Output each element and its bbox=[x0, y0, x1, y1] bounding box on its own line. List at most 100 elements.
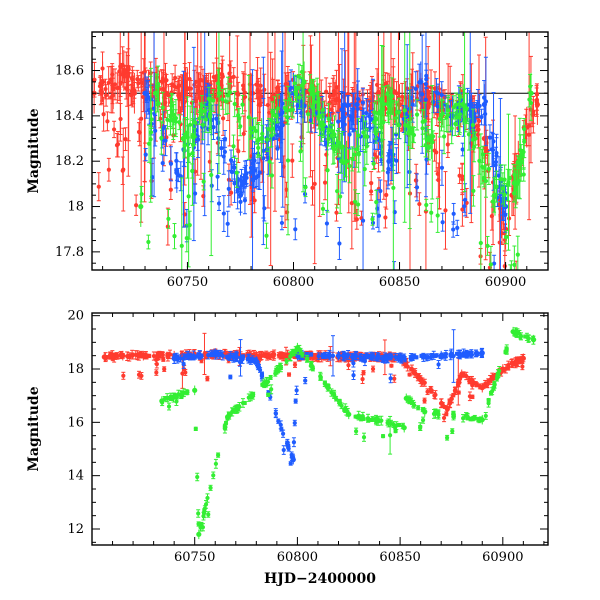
data-point bbox=[303, 185, 308, 190]
data-point bbox=[293, 92, 299, 97]
data-point bbox=[446, 108, 451, 113]
data-point bbox=[349, 201, 354, 206]
data-point bbox=[475, 123, 481, 129]
data-point bbox=[189, 100, 195, 105]
y-axis-label: Magnitude bbox=[26, 108, 42, 193]
data-point bbox=[99, 89, 104, 94]
data-point bbox=[309, 84, 314, 89]
bottom-panel: 60750 60800 60850 609001214161820MagnitudeH… bbox=[26, 309, 549, 587]
data-point bbox=[166, 216, 171, 221]
data-point bbox=[275, 106, 280, 111]
data-point bbox=[115, 85, 120, 91]
data-point bbox=[170, 82, 175, 87]
data-point bbox=[184, 236, 189, 241]
data-point bbox=[222, 136, 228, 142]
data-point bbox=[394, 158, 399, 163]
data-point bbox=[272, 113, 277, 118]
data-point bbox=[460, 147, 465, 152]
data-point bbox=[193, 79, 199, 85]
x-tick-label: 60850 bbox=[379, 275, 420, 290]
data-point bbox=[494, 150, 499, 156]
data-point bbox=[490, 147, 496, 153]
data-point bbox=[372, 119, 377, 125]
data-point bbox=[236, 113, 241, 118]
data-point bbox=[287, 97, 292, 102]
data-point bbox=[522, 139, 527, 144]
data-point bbox=[187, 76, 192, 82]
data-point bbox=[236, 149, 241, 154]
data-point bbox=[146, 239, 151, 245]
x-tick-label: 60750 bbox=[167, 275, 208, 290]
data-point bbox=[470, 122, 476, 128]
data-point bbox=[347, 163, 352, 169]
data-point bbox=[269, 173, 275, 178]
data-point bbox=[325, 168, 330, 173]
data-point bbox=[355, 202, 361, 207]
data-point bbox=[365, 134, 370, 139]
data-point bbox=[502, 192, 507, 197]
series-red bbox=[92, 32, 540, 270]
data-point bbox=[477, 158, 482, 164]
data-point bbox=[406, 131, 411, 136]
data-point bbox=[316, 102, 321, 108]
data-point bbox=[236, 92, 241, 97]
data-point bbox=[275, 146, 280, 151]
data-point bbox=[376, 213, 382, 218]
data-point bbox=[528, 84, 533, 89]
data-point bbox=[347, 132, 352, 137]
data-point bbox=[160, 105, 165, 110]
series-green bbox=[138, 32, 534, 270]
data-point bbox=[270, 109, 275, 115]
data-point bbox=[364, 144, 369, 149]
data-point bbox=[424, 157, 429, 162]
data-point bbox=[424, 202, 429, 208]
data-point bbox=[143, 152, 148, 157]
data-point bbox=[420, 119, 425, 124]
data-point bbox=[279, 220, 285, 226]
data-point bbox=[264, 233, 269, 238]
data-point bbox=[455, 115, 460, 120]
data-point bbox=[241, 87, 246, 92]
data-point bbox=[108, 77, 114, 82]
data-point bbox=[354, 147, 359, 152]
data-point bbox=[216, 201, 222, 206]
data-point bbox=[324, 89, 329, 94]
data-point bbox=[378, 188, 383, 194]
data-point bbox=[155, 84, 160, 90]
data-point bbox=[136, 129, 142, 135]
data-point bbox=[220, 116, 226, 121]
data-point bbox=[502, 264, 507, 269]
data-point bbox=[351, 106, 356, 112]
data-point bbox=[451, 105, 456, 110]
data-point bbox=[391, 185, 396, 191]
data-point bbox=[120, 168, 125, 173]
data-point bbox=[384, 192, 389, 198]
data-point bbox=[386, 110, 391, 116]
data-point bbox=[125, 87, 130, 92]
data-point bbox=[502, 177, 507, 182]
data-point bbox=[317, 114, 322, 119]
y-tick-label: 18.2 bbox=[55, 154, 84, 169]
data-point bbox=[345, 103, 350, 109]
data-point bbox=[106, 167, 111, 172]
data-point bbox=[453, 121, 458, 126]
data-point bbox=[370, 220, 376, 226]
data-point bbox=[103, 93, 109, 98]
data-point bbox=[177, 120, 182, 125]
data-point bbox=[386, 166, 391, 172]
data-point bbox=[168, 187, 173, 192]
data-point bbox=[506, 180, 511, 185]
data-point bbox=[491, 261, 497, 266]
data-point bbox=[298, 149, 303, 154]
data-point bbox=[238, 124, 243, 129]
data-point bbox=[280, 101, 285, 106]
data-point bbox=[202, 109, 207, 114]
data-point bbox=[296, 74, 302, 79]
data-point bbox=[396, 123, 401, 128]
data-point bbox=[287, 87, 292, 92]
data-point bbox=[531, 112, 536, 117]
data-point bbox=[225, 93, 231, 98]
data-point bbox=[153, 128, 158, 133]
data-point bbox=[138, 77, 143, 83]
data-point bbox=[96, 184, 101, 189]
